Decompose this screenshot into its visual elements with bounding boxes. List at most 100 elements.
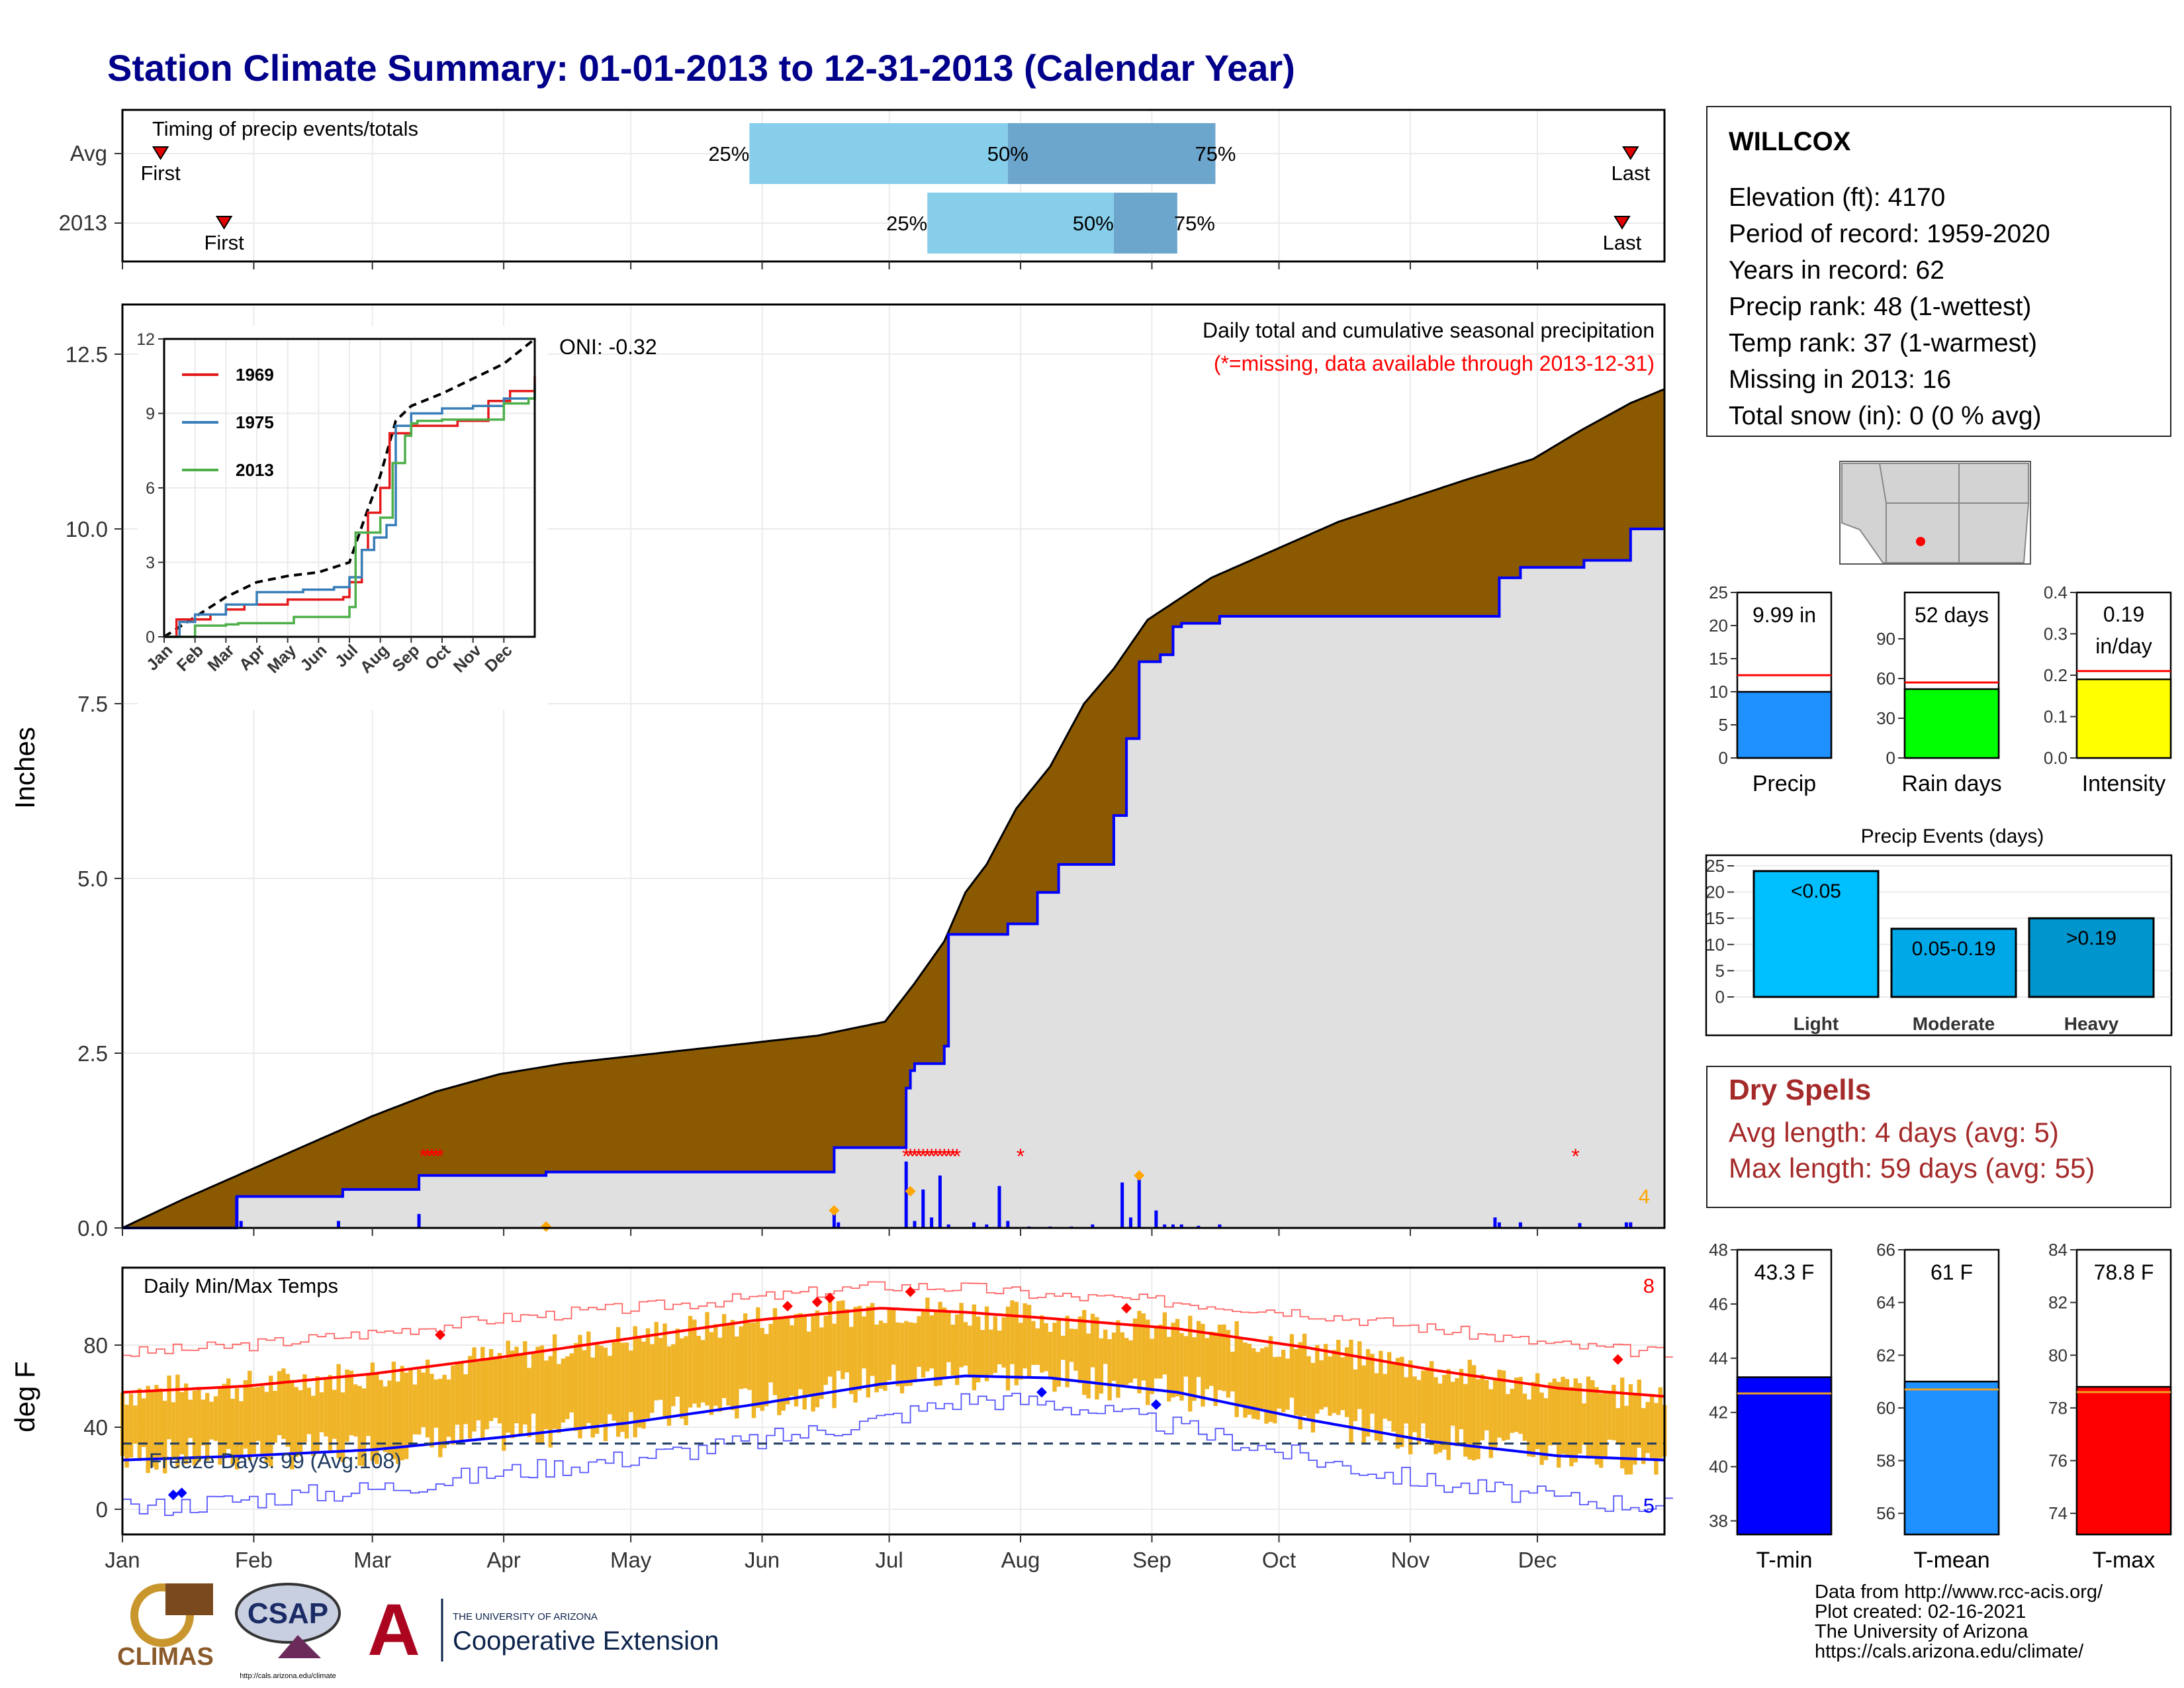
station-row: Missing in 2013: 16 — [1729, 365, 1952, 394]
record-low-marker — [167, 1489, 179, 1501]
daily-precip-bar — [417, 1213, 421, 1228]
y-tick-label: 40 — [1709, 1457, 1728, 1477]
temp-range-bar — [841, 1300, 845, 1380]
station-row: Elevation (ft): 4170 — [1729, 183, 1946, 212]
temp-range-bar — [1044, 1323, 1048, 1372]
record-high-marker — [905, 1286, 916, 1297]
temp-range-bar — [721, 1314, 727, 1399]
missing-marker: * — [424, 1145, 432, 1168]
csap-logo-text: CSAP — [248, 1597, 328, 1630]
temp-range-bar — [883, 1323, 887, 1391]
temp-range-bar — [1412, 1376, 1417, 1432]
temp-range-bar — [294, 1387, 298, 1457]
value-label: in/day — [2095, 634, 2152, 658]
temp-range-bar — [1552, 1378, 1557, 1445]
temp-range-bar — [1146, 1319, 1150, 1405]
temp-range-bar — [328, 1375, 333, 1452]
temp-range-bar — [1167, 1336, 1171, 1402]
temp-range-bar — [1569, 1387, 1574, 1467]
temp-range-bar — [1277, 1356, 1281, 1409]
temp-range-bar — [1023, 1303, 1027, 1369]
temp-range-bar — [273, 1391, 277, 1443]
temp-range-bar — [1590, 1380, 1595, 1458]
temp-range-bar — [1543, 1398, 1549, 1460]
y-tick-label: 0 — [96, 1497, 108, 1522]
temp-range-bar — [1619, 1377, 1625, 1469]
y-tick-label: 60 — [1876, 669, 1895, 688]
temp-range-bar — [476, 1361, 481, 1421]
temp-range-bar — [1196, 1321, 1201, 1378]
temp-range-bar — [1383, 1374, 1387, 1419]
temp-range-bar — [1226, 1330, 1231, 1398]
temp-range-bar — [684, 1336, 688, 1426]
temp-range-bar — [366, 1373, 371, 1436]
y-tick-label: 5.0 — [77, 867, 108, 891]
category-label: T-max — [2093, 1548, 2155, 1573]
temp-range-bar — [1281, 1349, 1286, 1413]
record-high-marker — [824, 1292, 835, 1303]
temp-range-bar — [1103, 1329, 1108, 1364]
temp-range-bar — [442, 1374, 447, 1448]
record-high-marker — [782, 1301, 793, 1312]
y-tick-label: 7.5 — [77, 692, 108, 716]
y-tick-label: 44 — [1709, 1348, 1728, 1368]
temp-range-bar — [128, 1393, 134, 1458]
temp-range-bar — [248, 1370, 252, 1461]
temp-range-bar — [1107, 1339, 1112, 1401]
daily-precip-bar — [1197, 1225, 1201, 1228]
temp-range-bar — [1069, 1329, 1074, 1362]
value-bar — [1736, 690, 1833, 759]
daily-precip-bar — [1128, 1217, 1132, 1228]
temp-range-bar — [1247, 1343, 1252, 1415]
temp-range-bar — [239, 1401, 244, 1458]
y-tick-label: 42 — [1709, 1403, 1728, 1423]
credit-line: Plot created: 02-16-2021 — [1815, 1601, 2026, 1622]
y-tick-label: 56 — [1876, 1503, 1895, 1523]
value-label: 43.3 F — [1754, 1260, 1815, 1284]
temp-range-bar — [370, 1362, 375, 1462]
temp-range-bar — [1302, 1333, 1307, 1417]
csap-logo — [235, 1583, 341, 1644]
temp-range-bar — [404, 1372, 409, 1460]
temp-rank-panel: 38 40 42 44 46 48 43.3 F T-min 56 58 60 62 64 66 61 F T… — [1709, 1240, 2172, 1573]
y-tick-label: 0.1 — [2044, 707, 2068, 727]
x-tick-label: Dec — [1518, 1548, 1557, 1572]
temp-range-bar — [150, 1391, 155, 1468]
temp-range-bar — [569, 1353, 574, 1413]
temp-range-bar — [230, 1399, 235, 1465]
temp-range-bar — [836, 1301, 841, 1371]
temp-range-bar — [1594, 1387, 1599, 1465]
temp-range-bar — [929, 1315, 934, 1369]
station-row: Temp rank: 37 (1-warmest) — [1729, 329, 2037, 357]
temp-range-bar — [1400, 1356, 1404, 1447]
event-value-label: >0.19 — [2066, 927, 2116, 949]
legend-label: 2013 — [236, 460, 274, 480]
temp-range-bar — [599, 1346, 604, 1424]
temp-range-bar — [430, 1374, 434, 1448]
temp-range-bar — [735, 1336, 739, 1419]
temp-range-bar — [811, 1316, 815, 1412]
temp-range-bar — [552, 1334, 557, 1429]
temp-range-bar — [1480, 1374, 1485, 1440]
temp-range-bar — [972, 1304, 977, 1391]
temp-range-bar — [641, 1341, 646, 1429]
temp-range-bar — [527, 1368, 531, 1437]
category-label: T-mean — [1913, 1548, 1989, 1573]
temp-range-bar — [1150, 1338, 1154, 1394]
y-tick-label: 10.0 — [66, 517, 108, 541]
temp-range-bar — [226, 1378, 231, 1449]
missing-marker: * — [953, 1145, 961, 1168]
temp-range-bar — [361, 1388, 367, 1466]
temp-range-bar — [1111, 1333, 1116, 1382]
map-land — [1841, 463, 2029, 563]
temp-range-bar — [433, 1379, 439, 1428]
timing-marker — [1622, 146, 1639, 160]
temp-range-bar — [137, 1388, 142, 1461]
obs-cumulative-line — [122, 528, 1664, 1229]
station-marker — [1916, 537, 1925, 546]
temp-range-bar — [874, 1324, 879, 1393]
temp-range-bar — [383, 1386, 388, 1452]
daily-precip-bar — [1179, 1224, 1183, 1228]
temp-range-bar — [1048, 1331, 1053, 1378]
